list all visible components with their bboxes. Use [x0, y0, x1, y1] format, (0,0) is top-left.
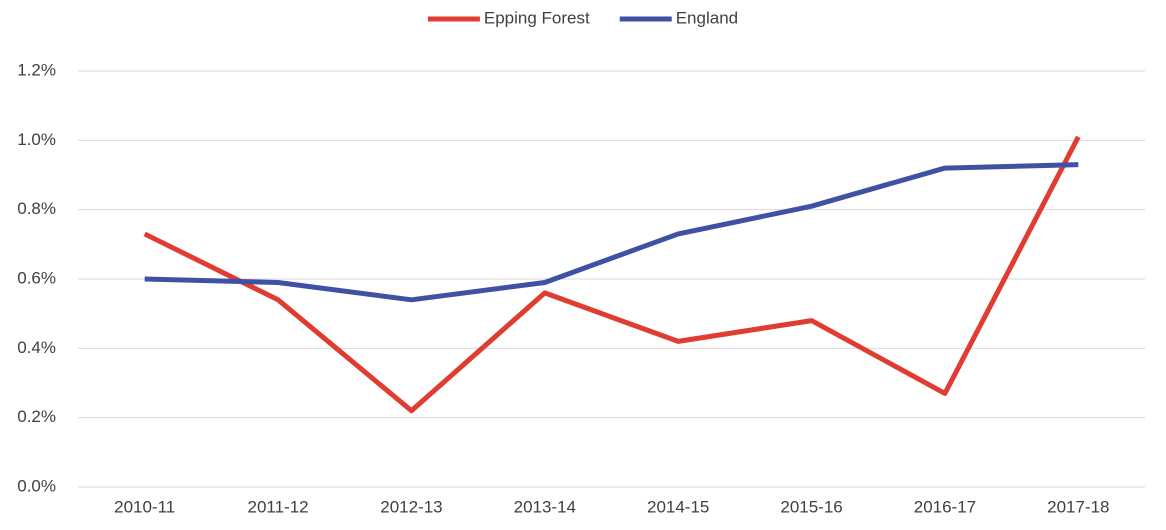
x-tick-label: 2016-17 [914, 497, 976, 516]
y-tick-label: 0.2% [17, 407, 56, 426]
legend-label: England [676, 8, 738, 27]
y-tick-label: 0.4% [17, 338, 56, 357]
x-tick-label: 2017-18 [1047, 497, 1109, 516]
x-tick-label: 2015-16 [780, 497, 842, 516]
y-tick-label: 1.0% [17, 130, 56, 149]
y-tick-label: 1.2% [17, 60, 56, 79]
x-tick-label: 2014-15 [647, 497, 709, 516]
x-tick-label: 2012-13 [380, 497, 442, 516]
series-line [143, 135, 1081, 414]
legend-label: Epping Forest [484, 8, 590, 27]
x-tick-label: 2011-12 [247, 497, 308, 516]
y-tick-label: 0.6% [17, 268, 56, 287]
y-tick-label: 0.0% [17, 476, 56, 495]
series-line [144, 162, 1079, 303]
x-tick-label: 2013-14 [514, 497, 576, 516]
x-tick-label: 2010-11 [114, 497, 175, 516]
y-tick-label: 0.8% [17, 199, 56, 218]
